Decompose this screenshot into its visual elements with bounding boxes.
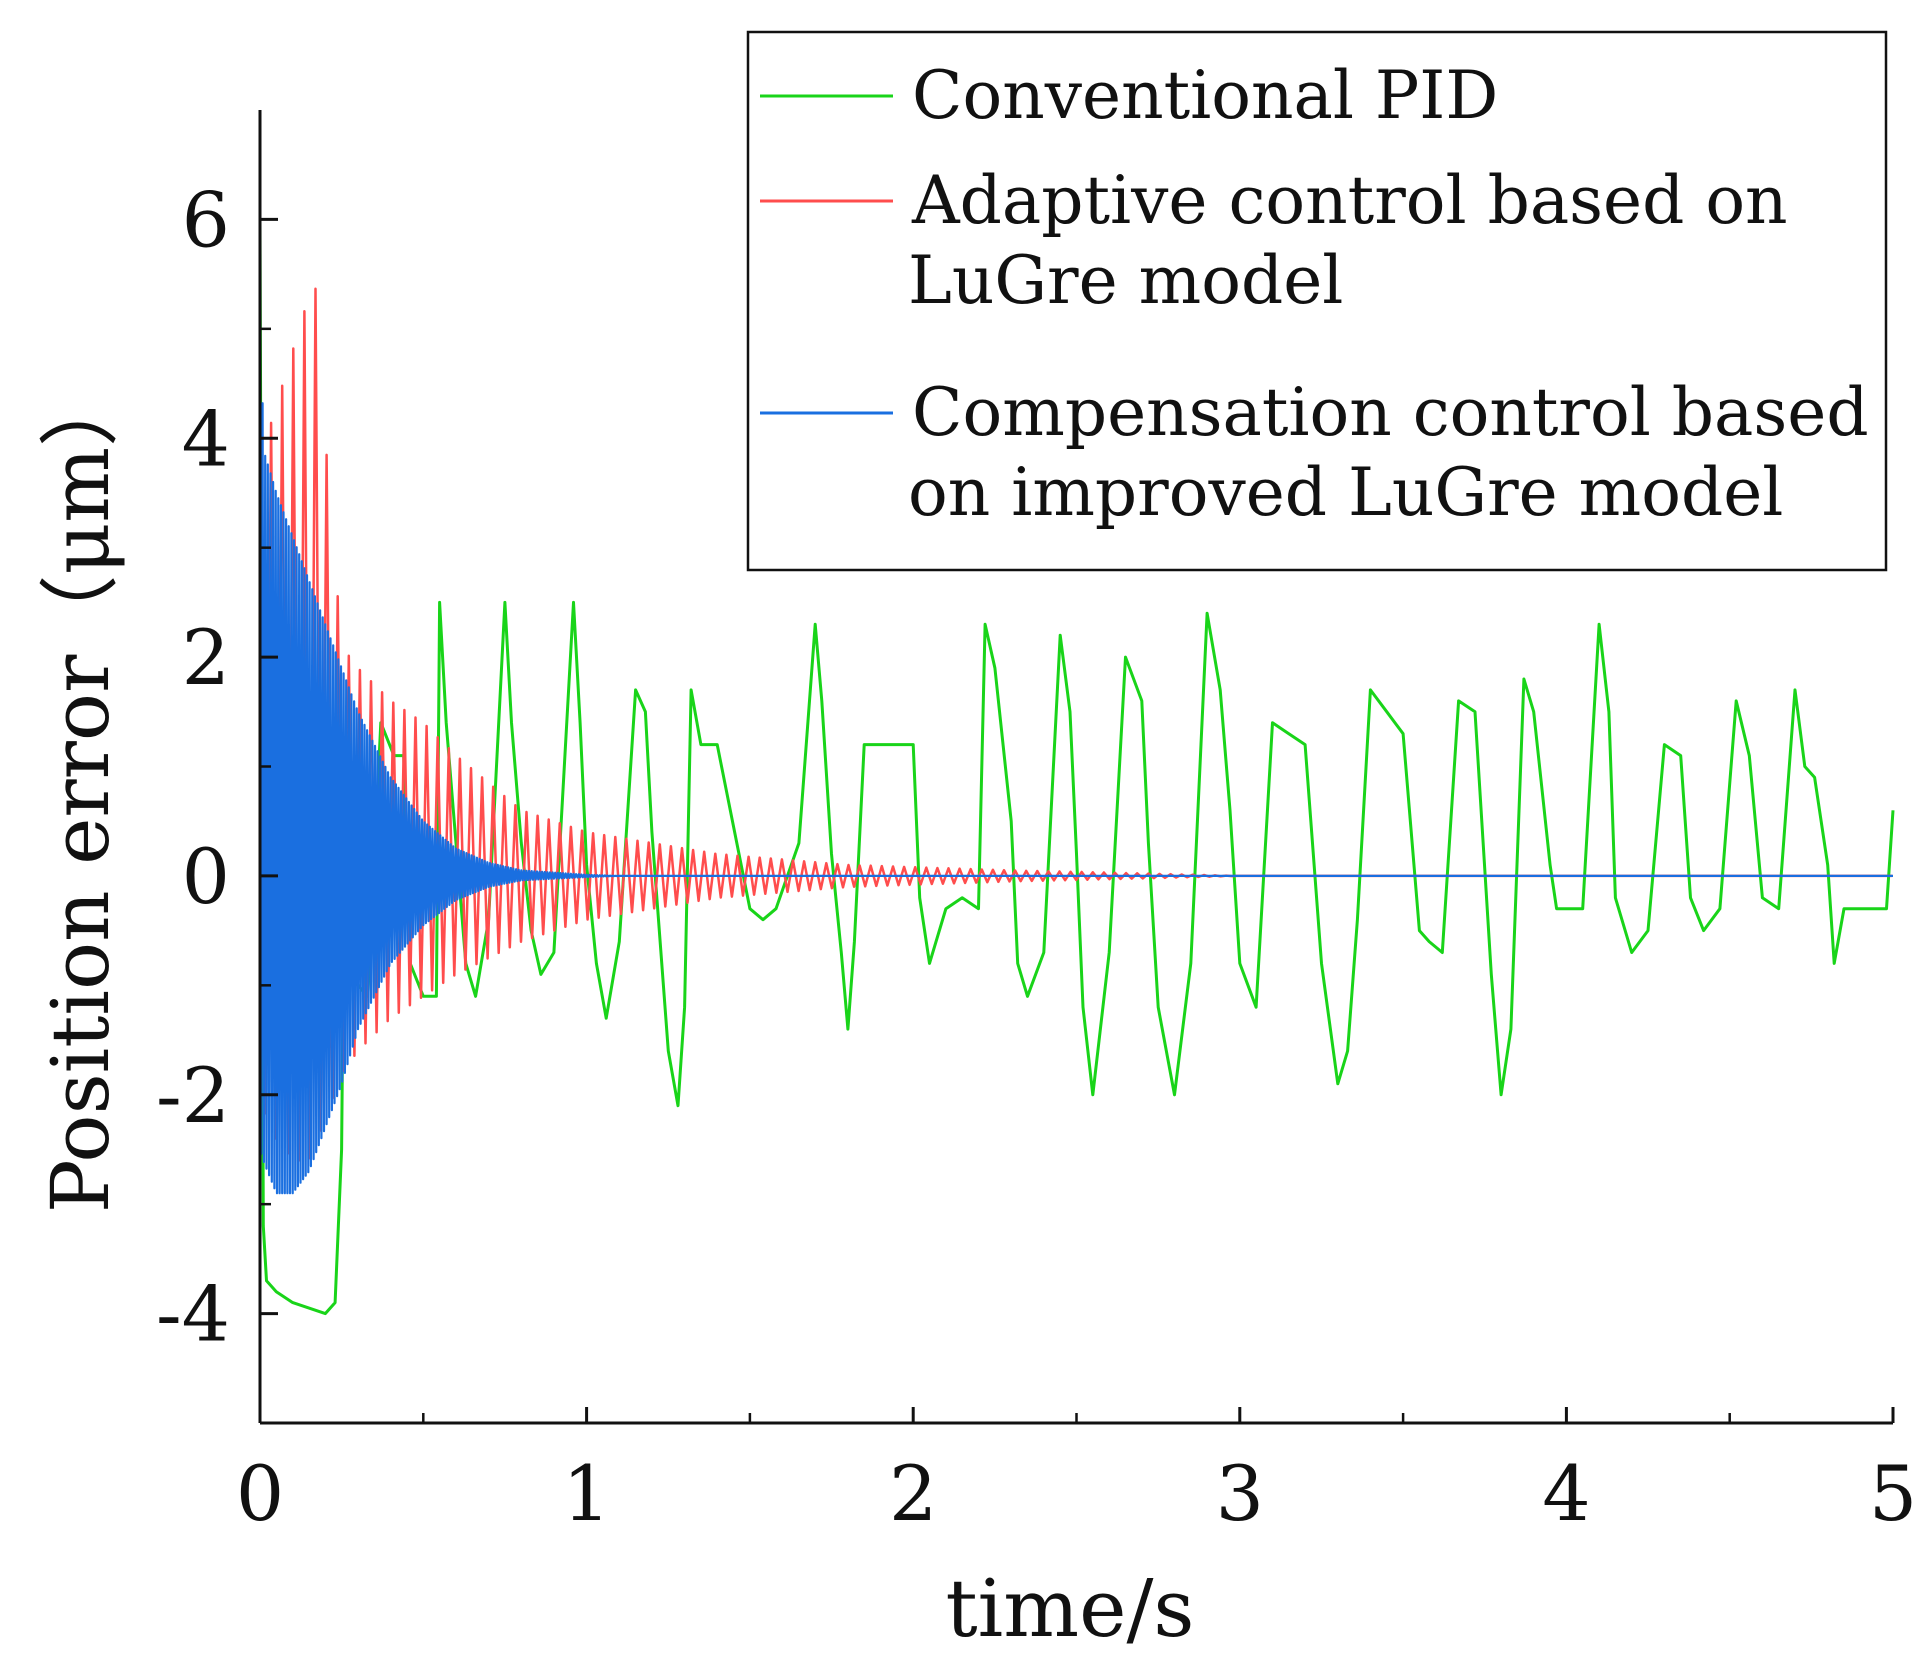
y-tick-label: 0 <box>182 832 230 921</box>
legend-label-1: Conventional PID <box>912 57 1498 134</box>
x-tick-label: 0 <box>236 1449 284 1538</box>
y-axis-title: Position error（μm） <box>34 367 127 1213</box>
legend-label-2: LuGre model <box>908 242 1343 319</box>
series-line-1 <box>258 219 1895 1316</box>
legend-layer: Conventional PID Adaptive control based o… <box>746 30 1888 572</box>
series-layer <box>258 219 1895 1316</box>
legend-box <box>746 30 1888 572</box>
legend-label-3: on improved LuGre model <box>908 454 1783 531</box>
y-tick-label: 6 <box>182 175 230 264</box>
x-tick-label: 4 <box>1542 1449 1590 1538</box>
y-tick-label: 4 <box>182 394 230 483</box>
series-line-3 <box>258 219 1893 1195</box>
legend-label-3: Compensation control based <box>912 374 1869 451</box>
x-axis-title: time/s <box>946 1562 1195 1655</box>
x-tick-label: 5 <box>1869 1449 1917 1538</box>
y-tick-label: -4 <box>156 1270 230 1359</box>
y-tick-label: -2 <box>156 1051 230 1140</box>
legend-label-2: Adaptive control based on <box>911 162 1788 239</box>
axes-layer: 0 1 2 3 4 5 -4 -2 0 2 4 6 <box>156 110 1917 1538</box>
x-tick-label: 2 <box>889 1449 937 1538</box>
x-tick-label: 3 <box>1216 1449 1264 1538</box>
x-tick-label: 1 <box>562 1449 610 1538</box>
y-tick-label: 2 <box>182 613 230 702</box>
